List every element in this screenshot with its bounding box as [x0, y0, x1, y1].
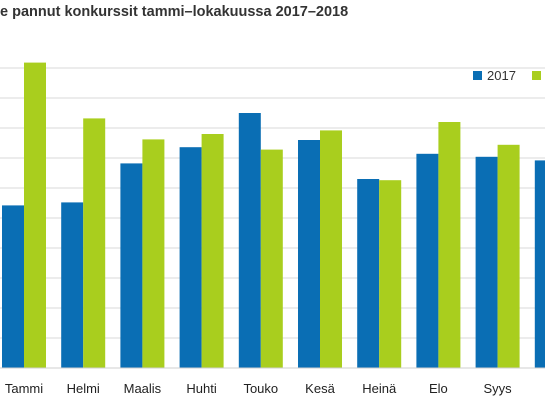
bar-maalis-series-2 [142, 139, 165, 368]
legend: 2017 [473, 68, 545, 83]
legend-label-2017: 2017 [487, 68, 516, 83]
bar-syys-series-1 [475, 156, 498, 368]
bar-huhti-series-2 [201, 134, 224, 368]
bar-heinä-series-2 [379, 180, 402, 368]
bar-touko-series-1 [238, 113, 261, 368]
bar-tammi-series-1 [2, 205, 24, 368]
x-tick-label: Heinä [362, 381, 397, 396]
bar-kesä-series-2 [320, 130, 342, 368]
x-tick-label: Syys [484, 381, 513, 396]
bar-syys-series-2 [497, 144, 520, 368]
bar-kesä-series-1 [298, 140, 320, 368]
legend-item-2017: 2017 [473, 68, 516, 83]
bar-maalis-series-1 [120, 163, 143, 368]
bar-elo-series-1 [416, 153, 439, 368]
x-tick-label: Kesä [305, 381, 335, 396]
bar-elo-series-2 [438, 122, 461, 368]
bar-helmi-series-2 [83, 118, 106, 369]
bar-heinä-series-1 [357, 179, 380, 368]
bar-huhti-series-1 [179, 147, 202, 368]
x-tick-label: Elo [429, 381, 448, 396]
x-tick-label: Helmi [67, 381, 100, 396]
bar-l-series-1 [534, 160, 545, 368]
legend-swatch-2017 [473, 71, 482, 80]
x-tick-label: Touko [243, 381, 278, 396]
legend-swatch-series-2 [531, 71, 541, 80]
bars [2, 62, 545, 369]
x-tick-label: Maalis [124, 381, 162, 396]
bar-tammi-series-2 [24, 62, 46, 368]
x-tick-labels: Tammi Helmi Maalis Huhti Touko Kesä Heinä Elo Sy… [5, 381, 513, 396]
bar-helmi-series-1 [61, 202, 84, 368]
x-tick-label: Tammi [5, 381, 43, 396]
legend-item-series-2 [531, 71, 545, 80]
x-tick-label: Huhti [186, 381, 216, 396]
chart-title: e pannut konkurssit tammi–lokakuussa 201… [0, 4, 349, 20]
bar-touko-series-2 [260, 149, 283, 368]
